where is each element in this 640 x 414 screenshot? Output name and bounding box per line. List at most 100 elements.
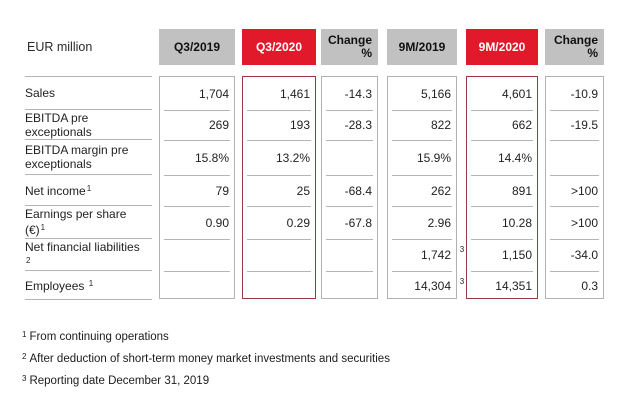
column-header-q3-2019: Q3/2019 [159,29,235,65]
cell-value: 0.3 [581,278,598,293]
cell-value: 822 [430,118,451,132]
table-cell: 15.8% [160,140,234,176]
cell-value: 10.28 [501,215,532,230]
table-cell: 10.28 [467,206,537,240]
table-cell: 14.4% [467,140,537,176]
row-separator [326,175,373,176]
row-separator [164,140,230,141]
row-separator [247,206,311,207]
row-separator [550,175,599,176]
row-separator [164,239,230,240]
row-separator [392,271,452,272]
column-header-change-q3: Change % [321,29,378,65]
row-separator [326,140,373,141]
footnote-line: 1 From continuing operations [22,330,169,343]
table-cell: 662 [467,110,537,141]
column-header-9m-2020: 9M/2020 [466,29,538,65]
data-column-q3-2019: 1,704 269 15.8% 79 0.90 [159,76,235,299]
table-cell: 0.29 [243,206,315,240]
footnote-line: 2 After deduction of short-term money mar… [22,352,390,365]
table-cell: 25 [243,175,315,207]
row-separator [247,110,311,111]
table-cell: 5,166 [388,77,456,111]
footnote-ref: 2 [26,255,31,265]
row-separator [164,271,230,272]
table-cell: 0.3 [546,271,603,300]
table-cell: 193 [243,110,315,141]
row-separator [471,175,533,176]
row-separator [392,140,452,141]
row-separator [392,175,452,176]
table-cell: -68.4 [322,175,377,207]
table-cell: 1,742 [388,239,456,272]
row-separator [550,271,599,272]
row-separator [471,206,533,207]
row-separator [247,140,311,141]
cell-value: >100 [570,183,598,198]
row-label: Earnings per share (€)1 [25,206,152,239]
row-label-text: EBITDA pre exceptionals [25,110,92,139]
row-label-text: Net financial liabilities 2 [25,239,140,265]
table-cell: 891 [467,175,537,207]
table-cell: 1,461 [243,77,315,111]
table-cell: -19.5 [546,110,603,141]
cell-value: 662 [511,118,532,132]
row-label-text: Sales [25,86,56,100]
row-separator [471,239,533,240]
table-cell: 2.96 [388,206,456,240]
footnote-ref: 1 [88,279,94,288]
footnote-number: 3 [22,374,27,383]
table-cell: 15.9% [388,140,456,176]
data-column-q3-2020: 1,461 193 13.2% 25 0.29 [242,76,316,299]
row-separator [326,271,373,272]
cell-value: 14,351 [495,278,532,293]
row-separator [550,239,599,240]
cell-value: 15.9% [416,150,451,165]
row-label-text: Net income1 [25,184,92,198]
cell-value: -68.4 [344,183,372,198]
cell-value: -28.3 [344,118,372,132]
row-label-text: Earnings per share (€)1 [25,207,127,237]
cell-value: 5,166 [420,86,451,101]
data-column-change-9m: -10.9 -19.5 >100 >100 -34.0 0.3 [545,76,604,299]
row-separator [392,206,452,207]
cell-value: 269 [208,118,229,132]
table-cell: 0.90 [160,206,234,240]
table-cell: 79 [160,175,234,207]
row-separator [247,239,311,240]
cell-value: >100 [570,215,598,230]
column-header-9m-2019: 9M/2019 [387,29,457,65]
data-column-change-q3: -14.3 -28.3 -68.4 -67.8 [321,76,378,299]
table-cell: -67.8 [322,206,377,240]
table-cell: 1,150 [467,239,537,272]
table-cell [322,140,377,176]
column-header-change-9m: Change % [545,29,604,65]
unit-label: EUR million [27,40,93,54]
footnote-line: 3 Reporting date December 31, 2019 [22,374,210,387]
table-cell: 4,601 [467,77,537,111]
data-column-9m-2020: 4,601 662 14.4% 891 10.28 1,150 14,351 [466,76,538,299]
cell-value: 79 [215,183,229,198]
table-cell: 269 [160,110,234,141]
row-label-text: EBITDA margin pre exceptionals [25,143,129,171]
cell-value: 891 [511,183,532,198]
cell-value: 4,601 [501,86,532,101]
cell-value: 14.4% [497,150,532,165]
cell-value: 193 [289,118,310,132]
row-label-column: Sales EBITDA pre exceptionals EBITDA margi… [25,76,152,300]
row-label: Employees 1 [25,271,152,300]
cell-value: -19.5 [570,118,598,132]
row-separator [471,271,533,272]
cell-value: 0.90 [205,215,229,230]
table-cell: 822 [388,110,456,141]
footnote-ref-marker: 3 [459,277,465,286]
table-cell: >100 [546,175,603,207]
table-cell: 14,351 [467,271,537,300]
column-header-q3-2020: Q3/2020 [242,29,316,65]
row-label: EBITDA margin pre exceptionals [25,140,152,175]
table-cell: 1,704 [160,77,234,111]
row-label: EBITDA pre exceptionals [25,110,152,140]
row-separator [164,110,230,111]
footnote-ref: 1 [86,184,92,193]
row-label-text: Employees 1 [25,279,94,293]
